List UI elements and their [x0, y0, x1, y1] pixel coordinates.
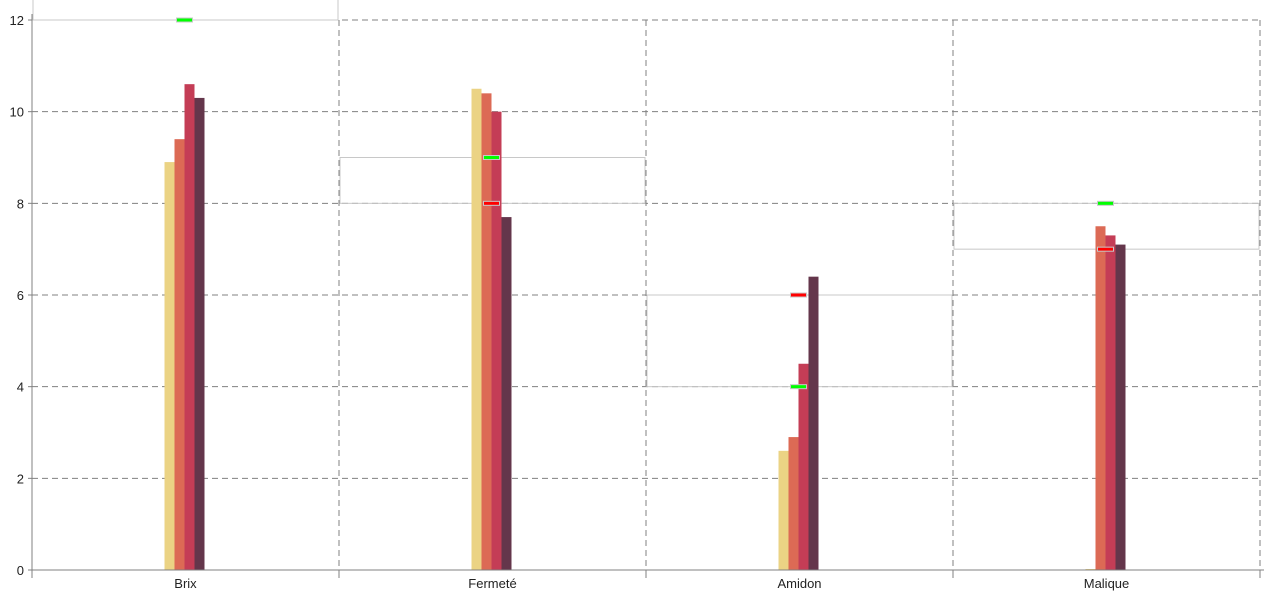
y-tick-label: 4	[17, 380, 24, 395]
y-tick-label: 8	[17, 196, 24, 211]
red-marker	[1097, 246, 1114, 252]
green-marker	[483, 155, 500, 160]
bar	[778, 450, 789, 570]
green-marker	[1097, 200, 1114, 206]
bar	[808, 276, 819, 570]
bar	[1095, 226, 1106, 570]
red-marker	[483, 200, 500, 206]
bars	[164, 84, 1126, 571]
y-tick-label: 2	[17, 471, 24, 486]
bar	[1115, 244, 1126, 571]
bar	[1105, 235, 1116, 570]
bar	[194, 97, 205, 571]
x-tick-label: Malique	[1084, 576, 1130, 591]
y-tick-label: 10	[10, 105, 24, 120]
grid	[32, 19, 1261, 570]
x-tick-label: Brix	[174, 576, 197, 591]
bar	[164, 162, 175, 571]
bar	[174, 139, 185, 570]
target-range	[32, 0, 339, 21]
bar	[491, 111, 502, 571]
y-tick-label: 12	[10, 13, 24, 28]
red-marker	[790, 292, 807, 298]
markers	[176, 17, 1114, 390]
green-marker	[176, 17, 193, 23]
bar	[788, 437, 799, 570]
y-tick-label: 6	[17, 288, 24, 303]
axes: 0 2 4 6 8 10 12 Brix Fermeté Amidon Malique	[10, 13, 1264, 591]
x-tick-label: Amidon	[777, 576, 821, 591]
bar	[798, 363, 809, 570]
x-tick-label: Fermeté	[468, 576, 516, 591]
bar	[471, 88, 482, 570]
bar	[481, 93, 492, 570]
bar	[184, 84, 195, 571]
bar	[501, 217, 512, 571]
green-marker	[790, 384, 807, 390]
y-tick-label: 0	[17, 563, 24, 578]
